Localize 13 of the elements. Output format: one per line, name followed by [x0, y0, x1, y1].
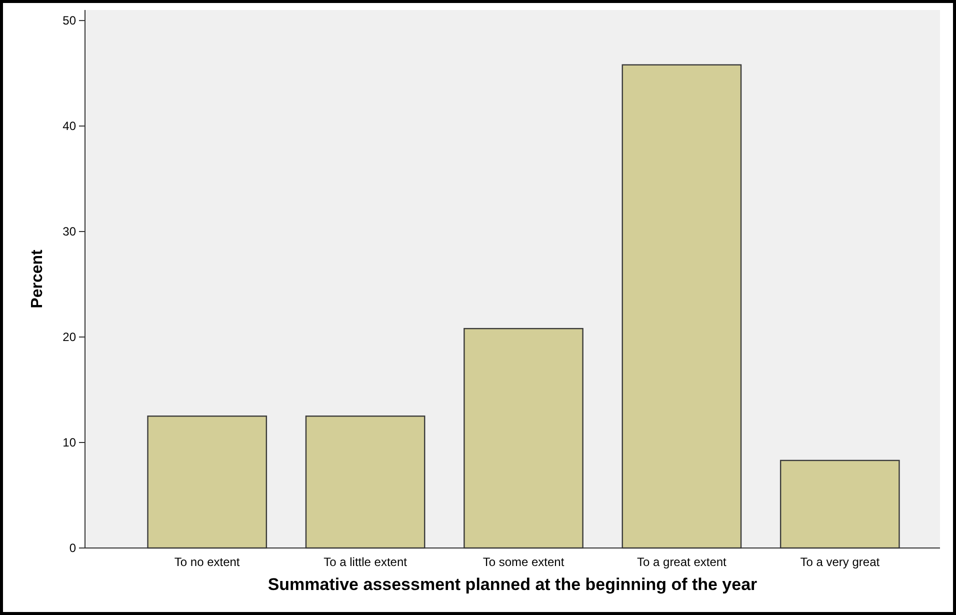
y-tick-label: 0 — [69, 541, 76, 556]
x-axis-title: Summative assessment planned at the beginning of the year — [268, 575, 758, 594]
x-tick-label: To a little extent — [324, 555, 408, 569]
x-tick-label: To a very great — [800, 555, 880, 569]
x-tick-label: To a great extent — [637, 555, 728, 569]
y-tick-label: 20 — [62, 330, 76, 344]
x-tick-label: To no extent — [174, 555, 240, 569]
x-tick-label: To some extent — [482, 555, 565, 569]
y-tick-label: 40 — [62, 119, 76, 134]
y-axis-title: Percent — [29, 248, 46, 308]
y-tick-label: 10 — [62, 436, 76, 450]
y-tick-label: 30 — [62, 224, 76, 239]
y-tick-label: 50 — [62, 14, 76, 28]
